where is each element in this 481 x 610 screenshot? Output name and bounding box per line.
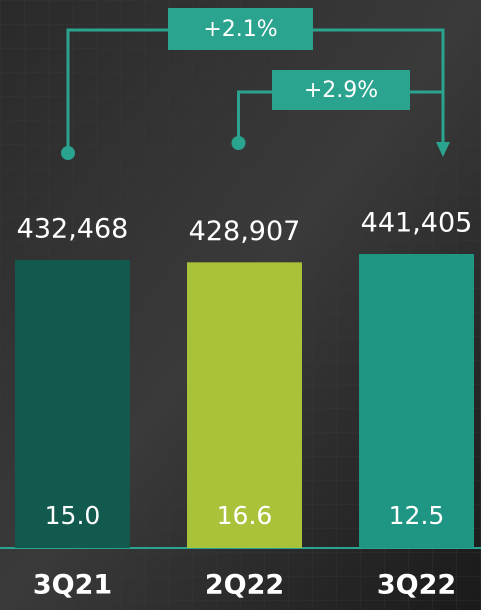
annotation-start-dot: [61, 146, 75, 160]
x-tick-label: 3Q22: [377, 570, 456, 601]
value-label: 441,405: [361, 208, 473, 239]
chart: 432,468 15.0 3Q21 428,907 16.6 2Q22 441,405 12.…: [0, 0, 481, 610]
x-tick-label: 3Q21: [33, 570, 112, 601]
annotation-start-dot: [232, 136, 246, 150]
annotation-text: +2.1%: [203, 17, 277, 42]
value-label: 428,907: [189, 216, 301, 247]
inner-label: 15.0: [45, 501, 101, 530]
page: 432,468 15.0 3Q21 428,907 16.6 2Q22 441,405 12.…: [0, 0, 481, 610]
inner-label: 16.6: [217, 501, 273, 530]
x-tick-label: 2Q22: [205, 570, 284, 601]
annotation-text: +2.9%: [304, 78, 378, 103]
value-label: 432,468: [17, 213, 129, 244]
inner-label: 12.5: [389, 501, 445, 530]
